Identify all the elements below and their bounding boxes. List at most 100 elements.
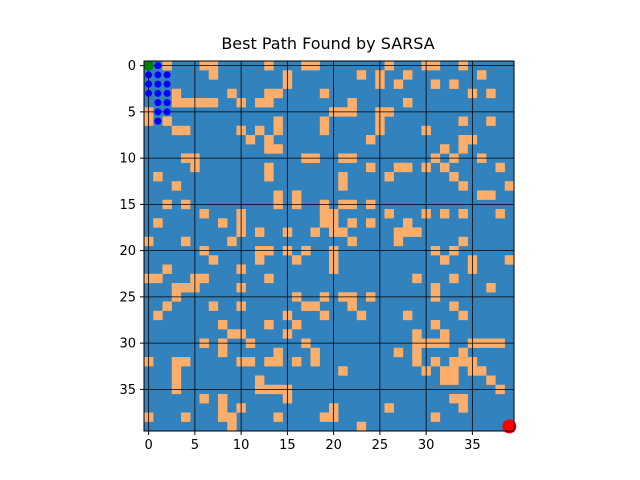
obstacle-cell bbox=[440, 162, 450, 173]
obstacle-cell bbox=[449, 357, 459, 367]
obstacle-cell bbox=[319, 310, 330, 321]
obstacle-cell bbox=[171, 366, 182, 376]
obstacle-cell bbox=[218, 218, 228, 228]
obstacle-cell bbox=[403, 70, 413, 80]
obstacle-cell bbox=[393, 162, 404, 173]
obstacle-cell bbox=[403, 310, 413, 321]
obstacle-cell bbox=[458, 116, 468, 126]
obstacle-cell bbox=[171, 98, 182, 108]
obstacle-cell bbox=[458, 181, 468, 191]
obstacle-cell bbox=[153, 218, 163, 228]
obstacle-cell bbox=[449, 301, 459, 311]
obstacle-cell bbox=[319, 209, 330, 219]
obstacle-cell bbox=[403, 98, 413, 108]
plot-area bbox=[143, 60, 517, 434]
obstacle-cell bbox=[458, 403, 468, 413]
obstacle-cell bbox=[273, 125, 283, 136]
obstacle-cell bbox=[171, 375, 182, 385]
y-tick-label: 25 bbox=[119, 290, 136, 305]
obstacle-cell bbox=[393, 227, 404, 237]
obstacle-cell bbox=[347, 301, 357, 311]
obstacle-cell bbox=[319, 116, 330, 126]
obstacle-cell bbox=[430, 357, 441, 367]
obstacle-cell bbox=[338, 227, 348, 237]
path-point bbox=[163, 80, 171, 88]
path-point bbox=[145, 89, 153, 97]
obstacle-cell bbox=[273, 357, 283, 367]
obstacle-cell bbox=[347, 98, 357, 108]
obstacle-cell bbox=[495, 209, 505, 219]
obstacle-cell bbox=[366, 162, 376, 173]
obstacle-cell bbox=[319, 125, 330, 136]
obstacle-cell bbox=[347, 236, 357, 247]
obstacle-cell bbox=[199, 394, 209, 404]
obstacle-cell bbox=[440, 329, 450, 339]
path-point bbox=[145, 71, 153, 79]
obstacle-cell bbox=[208, 301, 219, 311]
plot-frame bbox=[143, 60, 515, 432]
obstacle-cell bbox=[273, 116, 283, 126]
obstacle-cell bbox=[347, 218, 357, 228]
y-tick-label: 0 bbox=[128, 59, 136, 74]
goal-marker bbox=[502, 419, 517, 434]
path-point bbox=[145, 80, 153, 88]
obstacle-cell bbox=[403, 218, 413, 228]
path-point bbox=[154, 89, 162, 97]
obstacle-cell bbox=[264, 162, 274, 173]
start-marker bbox=[143, 60, 154, 71]
obstacle-cell bbox=[162, 116, 172, 126]
obstacle-cell bbox=[430, 79, 441, 89]
obstacle-cell bbox=[273, 144, 283, 154]
obstacle-cell bbox=[449, 273, 459, 284]
obstacle-cell bbox=[356, 421, 367, 432]
obstacle-cell bbox=[162, 264, 172, 274]
obstacle-cell bbox=[208, 70, 219, 80]
obstacle-cell bbox=[440, 144, 450, 154]
x-axis: 0 5 10 15 20 25 30 35 bbox=[144, 431, 481, 453]
obstacle-cell bbox=[477, 190, 487, 200]
y-tick-label: 10 bbox=[119, 152, 136, 167]
obstacle-cell bbox=[449, 375, 459, 385]
obstacle-cell bbox=[338, 366, 348, 376]
obstacle-cell bbox=[458, 209, 468, 219]
y-tick-label: 30 bbox=[119, 337, 136, 352]
obstacle-cell bbox=[181, 236, 191, 247]
x-tick-label: 10 bbox=[233, 438, 250, 453]
x-tick-label: 30 bbox=[418, 438, 435, 453]
path-point bbox=[163, 108, 171, 116]
obstacle-cell bbox=[504, 255, 515, 265]
obstacle-cell bbox=[393, 236, 404, 247]
obstacle-cell bbox=[264, 357, 274, 367]
obstacle-cell bbox=[227, 236, 237, 247]
x-tick-label: 35 bbox=[464, 438, 481, 453]
obstacle-cell bbox=[218, 394, 228, 404]
obstacle-cell bbox=[403, 227, 413, 237]
obstacle-cell bbox=[458, 394, 468, 404]
obstacle-cell bbox=[393, 347, 404, 358]
obstacle-cell bbox=[486, 116, 496, 126]
obstacle-cell bbox=[403, 162, 413, 173]
obstacle-cell bbox=[208, 98, 219, 108]
obstacle-cell bbox=[430, 412, 441, 422]
obstacle-cell bbox=[310, 357, 320, 367]
obstacle-cell bbox=[264, 320, 274, 330]
obstacle-cell bbox=[458, 310, 468, 321]
obstacle-cell bbox=[477, 366, 487, 376]
obstacle-cell bbox=[171, 283, 182, 293]
obstacle-cell bbox=[319, 218, 330, 228]
x-tick-label: 20 bbox=[325, 438, 342, 453]
path-point bbox=[154, 62, 162, 70]
obstacle-cell bbox=[153, 172, 163, 182]
obstacle-cell bbox=[440, 366, 450, 376]
y-tick-label: 20 bbox=[119, 244, 136, 259]
obstacle-cell bbox=[245, 357, 256, 367]
obstacle-cell bbox=[199, 273, 209, 284]
obstacle-cell bbox=[486, 375, 496, 385]
obstacle-cell bbox=[181, 357, 191, 367]
obstacle-cell bbox=[218, 403, 228, 413]
obstacle-cell bbox=[412, 329, 422, 339]
obstacle-cell bbox=[338, 181, 348, 191]
obstacle-cell bbox=[199, 98, 209, 108]
obstacle-cell bbox=[393, 79, 404, 89]
